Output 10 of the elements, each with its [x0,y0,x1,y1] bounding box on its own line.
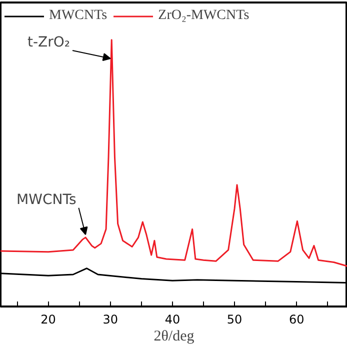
legend-label: MWCNTs [49,8,108,24]
annotation: t-ZrO₂ [28,34,70,50]
legend-label: ZrO₂-MWCNTs [158,8,250,24]
x-tick-label: 30 [102,312,118,326]
x-tick-label: 20 [40,312,56,326]
x-tick-label: 50 [226,312,242,326]
x-axis-title: 2θ/deg [154,328,195,344]
x-tick-label: 40 [164,312,180,326]
x-tick-label: 60 [288,312,304,326]
annotation: MWCNTs [16,192,76,208]
